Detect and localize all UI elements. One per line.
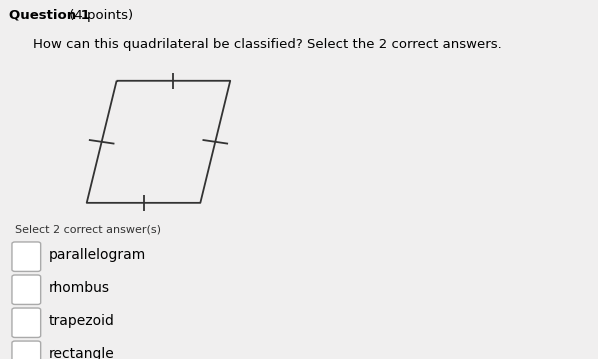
FancyBboxPatch shape bbox=[12, 242, 41, 271]
Text: trapezoid: trapezoid bbox=[48, 314, 114, 328]
Text: Question 1: Question 1 bbox=[9, 9, 90, 22]
Text: parallelogram: parallelogram bbox=[48, 248, 146, 262]
Text: rectangle: rectangle bbox=[48, 347, 114, 359]
FancyBboxPatch shape bbox=[12, 308, 41, 337]
FancyBboxPatch shape bbox=[12, 341, 41, 359]
Text: rhombus: rhombus bbox=[48, 281, 109, 295]
FancyBboxPatch shape bbox=[12, 275, 41, 304]
Text: How can this quadrilateral be classified? Select the 2 correct answers.: How can this quadrilateral be classified… bbox=[33, 38, 502, 51]
Text: Select 2 correct answer(s): Select 2 correct answer(s) bbox=[15, 224, 161, 234]
Text: (4 points): (4 points) bbox=[65, 9, 133, 22]
